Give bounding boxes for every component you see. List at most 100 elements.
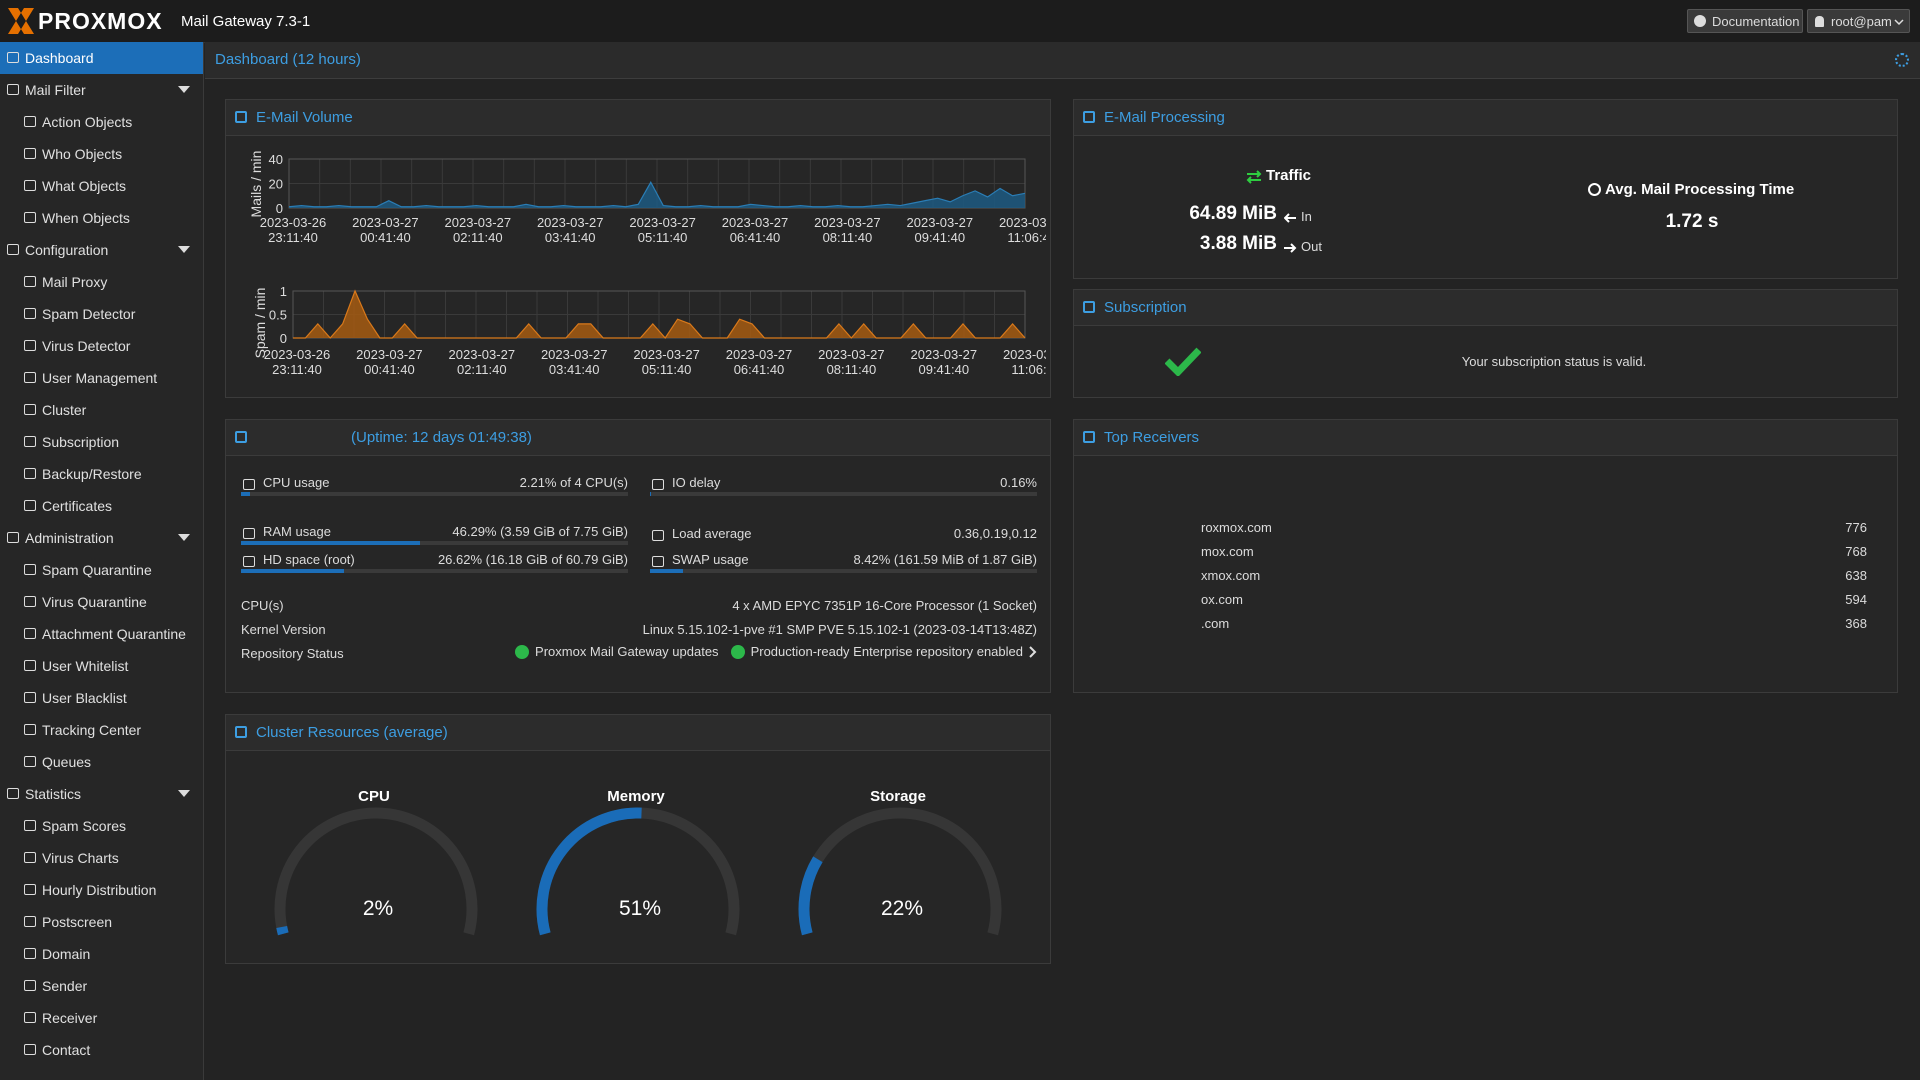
nav-item[interactable]: Virus Detector — [0, 330, 203, 362]
nav-item[interactable]: Backup/Restore — [0, 458, 203, 490]
nav-item[interactable]: Domain — [0, 938, 203, 970]
meter-icon — [652, 556, 664, 567]
check — [1165, 347, 1201, 376]
documentation-button[interactable]: Documentation — [1687, 9, 1803, 33]
nav-item[interactable]: User Whitelist — [0, 650, 203, 682]
caret — [178, 790, 190, 797]
panel-icon — [1083, 111, 1095, 123]
cluster-panel: Cluster Resources (average) — [225, 714, 1051, 964]
meter-value: 2.21% of 4 CPU(s) — [519, 475, 628, 490]
meter-label: SWAP usage — [672, 552, 749, 567]
receiver-address: ox.com — [1201, 592, 1243, 607]
nav-label: Attachment Quarantine — [42, 626, 186, 642]
expand-toggle[interactable] — [178, 86, 190, 94]
nav-icon — [7, 52, 19, 63]
nav-item[interactable]: Postscreen — [0, 906, 203, 938]
nav-item[interactable]: Subscription — [0, 426, 203, 458]
panel-title: Top Receivers — [1104, 429, 1200, 446]
nav-icon — [24, 372, 36, 383]
nav-icon — [24, 1044, 36, 1055]
expand-toggle[interactable] — [178, 534, 190, 542]
nav-icon — [24, 852, 36, 863]
nav-label: Sender — [42, 978, 88, 994]
traffic-arrows — [1246, 170, 1262, 184]
nav-label: Contact — [42, 1042, 91, 1058]
arrow — [1284, 213, 1296, 223]
nav-item[interactable]: User Blacklist — [0, 682, 203, 714]
nav-item[interactable]: Spam Scores — [0, 810, 203, 842]
nav-label: Dashboard — [25, 50, 94, 66]
nav-item[interactable]: Mail Proxy — [0, 266, 203, 298]
repository-item: Proxmox Mail Gateway updates — [535, 644, 719, 659]
caret — [178, 246, 190, 253]
caret — [178, 534, 190, 541]
nav-label: User Whitelist — [42, 658, 129, 674]
product-name: Mail Gateway 7.3-1 — [181, 13, 311, 30]
nav-item[interactable]: When Objects — [0, 202, 203, 234]
repository-label: Repository Status — [241, 646, 344, 661]
nav-icon — [24, 724, 36, 735]
nav-item[interactable]: Certificates — [0, 490, 203, 522]
panel-header: E-Mail Processing — [1074, 100, 1897, 136]
receiver-address: .com — [1201, 616, 1230, 631]
traffic-in-label: In — [1301, 209, 1312, 224]
chevron-path — [1894, 19, 1904, 26]
nav-item[interactable]: Configuration — [0, 234, 203, 266]
repository-more[interactable] — [1029, 645, 1037, 658]
settings-gear[interactable] — [1895, 53, 1909, 67]
receiver-address: roxmox.com — [1201, 520, 1272, 535]
nav-item[interactable]: Virus Charts — [0, 842, 203, 874]
nav-item[interactable]: Mail Filter — [0, 74, 203, 106]
nav-item[interactable]: Virus Quarantine — [0, 586, 203, 618]
expand-toggle[interactable] — [178, 246, 190, 254]
receiver-count: 368 — [1845, 616, 1867, 631]
nav-item[interactable]: Dashboard — [0, 42, 203, 74]
logo-mark — [8, 8, 34, 34]
traffic-out-label: Out — [1301, 239, 1322, 254]
arrow-icon — [1284, 213, 1296, 223]
nav-icon — [24, 212, 36, 223]
nav-item[interactable]: Statistics — [0, 778, 203, 810]
nav-icon — [24, 916, 36, 927]
nav-item[interactable]: Queues — [0, 746, 203, 778]
top-receivers-panel: Top Receivers roxmox.com 776 mox.com 768 xmox… — [1073, 419, 1898, 693]
meter-value: 46.29% (3.59 GiB of 7.75 GiB) — [452, 524, 628, 539]
traffic-in: 64.89 MiB — [1189, 203, 1277, 224]
meter-bar — [650, 569, 683, 573]
nav-item[interactable]: Attachment Quarantine — [0, 618, 203, 650]
nav-item[interactable]: Spam Detector — [0, 298, 203, 330]
nav-item[interactable]: Cluster — [0, 394, 203, 426]
panel-icon — [235, 726, 247, 738]
nav-item[interactable]: Contact — [0, 1034, 203, 1066]
receiver-count: 768 — [1845, 544, 1867, 559]
arrow-icon — [1284, 243, 1297, 253]
info-label: Kernel Version — [241, 622, 326, 637]
expand-toggle[interactable] — [178, 790, 190, 798]
email-volume-panel: E-Mail Volume — [225, 99, 1051, 398]
status-panel: (Uptime: 12 days 01:49:38) CPU usage 2.21%… — [225, 419, 1051, 693]
nav-label: Spam Scores — [42, 818, 127, 834]
nav-item[interactable]: Sender — [0, 970, 203, 1002]
user-button[interactable]: root@pam — [1807, 9, 1910, 33]
nav-item[interactable]: What Objects — [0, 170, 203, 202]
panel-header: Cluster Resources (average) — [226, 715, 1050, 751]
nav-icon — [24, 116, 36, 127]
nav-item[interactable]: User Management — [0, 362, 203, 394]
nav-item[interactable]: Administration — [0, 522, 203, 554]
nav-item[interactable]: Action Objects — [0, 106, 203, 138]
nav-icon — [24, 820, 36, 831]
nav-item[interactable]: Tracking Center — [0, 714, 203, 746]
receiver-count: 638 — [1845, 568, 1867, 583]
nav-label: Backup/Restore — [42, 466, 142, 482]
meter-track — [241, 492, 628, 496]
caret — [178, 86, 190, 93]
nav-item[interactable]: Who Objects — [0, 138, 203, 170]
nav-item[interactable]: Spam Quarantine — [0, 554, 203, 586]
nav-item[interactable]: Hourly Distribution — [0, 874, 203, 906]
nav-label: Spam Quarantine — [42, 562, 152, 578]
traffic-out: 3.88 MiB — [1199, 233, 1277, 254]
nav-item[interactable]: Receiver — [0, 1002, 203, 1034]
subscription-message: Your subscription status is valid. — [1461, 354, 1647, 369]
nav-icon — [24, 948, 36, 959]
nav-icon — [24, 148, 36, 159]
